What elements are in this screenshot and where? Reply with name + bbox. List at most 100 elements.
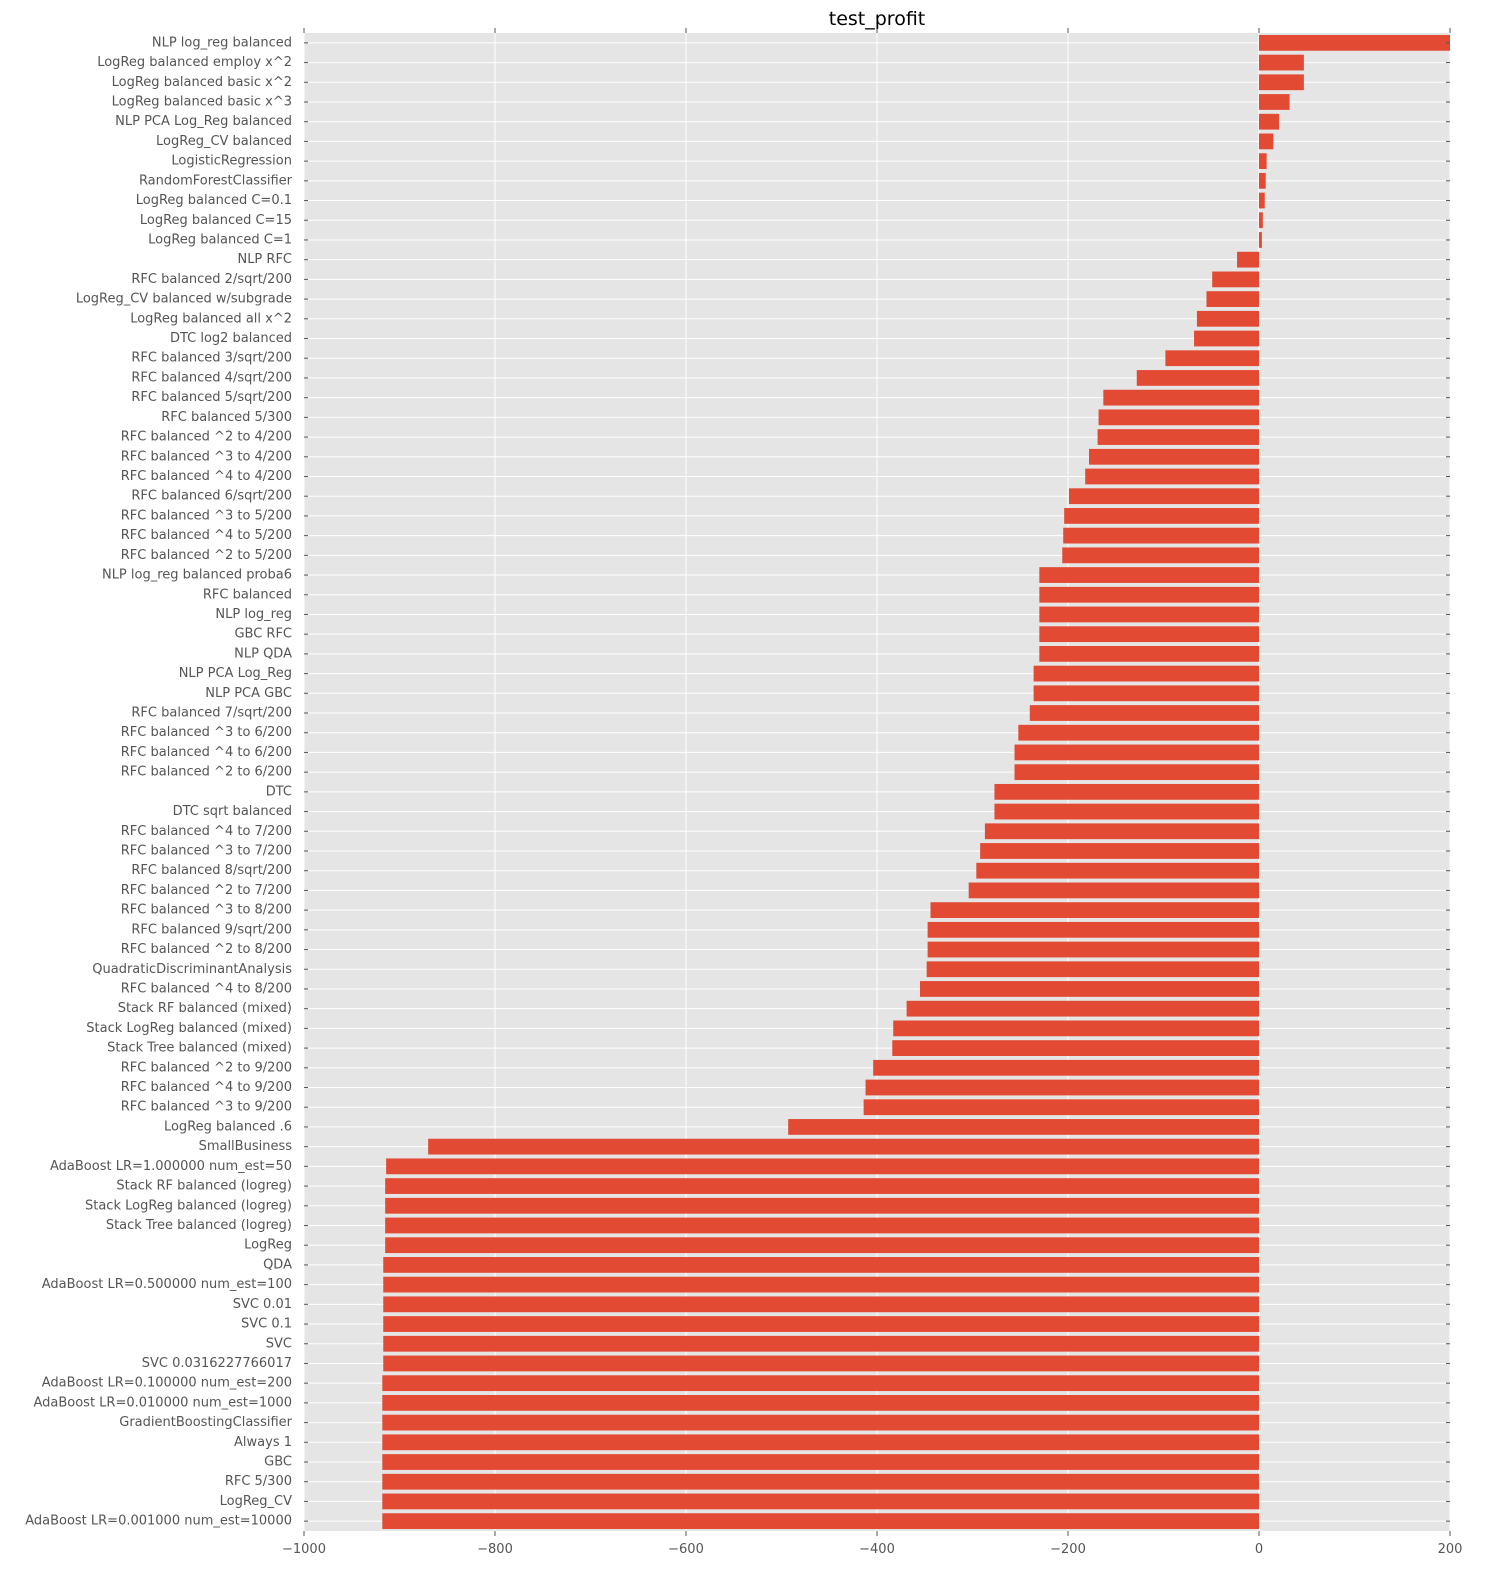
bar bbox=[1097, 429, 1259, 445]
bar bbox=[1259, 133, 1274, 150]
y-tick-label: RFC balanced ^4 to 9/200 bbox=[121, 1080, 292, 1095]
bar bbox=[1039, 645, 1259, 662]
y-tick-label: LogReg_CV balanced w/subgrade bbox=[76, 292, 292, 307]
y-tick-label: GBC RFC bbox=[234, 627, 292, 642]
bar bbox=[1064, 508, 1259, 524]
chart-title: test_profit bbox=[829, 8, 925, 30]
y-tick-label: NLP PCA Log_Reg bbox=[179, 666, 292, 681]
bar bbox=[1196, 310, 1259, 327]
bar bbox=[385, 1217, 1259, 1234]
bar bbox=[919, 981, 1259, 997]
y-tick-label: RFC balanced 6/sqrt/200 bbox=[131, 489, 292, 504]
y-tick-label: RFC balanced ^4 to 8/200 bbox=[121, 981, 292, 996]
y-tick-label: NLP PCA GBC bbox=[205, 686, 292, 701]
y-tick-label: Stack LogReg balanced (mixed) bbox=[86, 1021, 292, 1036]
y-tick-label: AdaBoost LR=0.500000 num_est=100 bbox=[42, 1277, 292, 1292]
bar bbox=[1212, 271, 1259, 288]
y-tick-label: LogReg_CV bbox=[220, 1494, 292, 1509]
bar bbox=[1098, 409, 1259, 426]
y-tick-label: LogReg balanced C=1 bbox=[148, 232, 292, 247]
bar bbox=[1039, 586, 1259, 603]
bar bbox=[1033, 685, 1259, 702]
bar bbox=[1068, 488, 1259, 505]
y-tick-label: LogReg bbox=[244, 1238, 292, 1253]
bar bbox=[926, 961, 1259, 978]
x-tick-label: −200 bbox=[1050, 1542, 1086, 1557]
y-tick-label: RFC balanced ^4 to 7/200 bbox=[121, 824, 292, 839]
bar bbox=[976, 862, 1259, 879]
bar bbox=[1259, 232, 1262, 248]
y-tick-label: DTC log2 balanced bbox=[170, 331, 292, 346]
bar bbox=[382, 1513, 1259, 1530]
bar bbox=[893, 1020, 1259, 1037]
x-tick-label: 200 bbox=[1438, 1542, 1463, 1557]
bar bbox=[994, 803, 1259, 820]
y-tick-label: Stack Tree balanced (logreg) bbox=[106, 1218, 292, 1233]
y-tick-label: LogReg_CV balanced bbox=[156, 134, 292, 149]
bar bbox=[1259, 172, 1266, 189]
x-tick-label: 0 bbox=[1255, 1542, 1263, 1557]
y-tick-label: NLP QDA bbox=[234, 646, 292, 661]
bar bbox=[1165, 350, 1259, 367]
bar bbox=[1259, 54, 1304, 71]
y-tick-label: RFC balanced 9/sqrt/200 bbox=[131, 922, 292, 937]
y-tick-label: Stack Tree balanced (mixed) bbox=[107, 1041, 292, 1056]
y-tick-label: RFC balanced ^3 to 7/200 bbox=[121, 843, 292, 858]
y-tick-label: AdaBoost LR=0.100000 num_est=200 bbox=[42, 1376, 292, 1391]
bar bbox=[1039, 606, 1259, 623]
bar bbox=[383, 1355, 1259, 1372]
y-tick-label: RFC balanced 8/sqrt/200 bbox=[131, 863, 292, 878]
bar bbox=[382, 1375, 1259, 1392]
y-tick-label: Stack RF balanced (mixed) bbox=[118, 1001, 292, 1016]
y-tick-label: RFC balanced ^4 to 5/200 bbox=[121, 528, 292, 543]
bar bbox=[892, 1040, 1259, 1056]
bar bbox=[1206, 291, 1259, 307]
bar bbox=[1259, 113, 1280, 130]
y-tick-label: NLP log_reg balanced bbox=[152, 35, 292, 50]
y-tick-label: NLP log_reg balanced proba6 bbox=[102, 568, 292, 583]
bar bbox=[382, 1434, 1259, 1451]
y-tick-label: RFC balanced 2/sqrt/200 bbox=[131, 272, 292, 287]
bar bbox=[383, 1257, 1259, 1273]
y-tick-label: LogisticRegression bbox=[171, 154, 292, 169]
axes: NLP log_reg balanced LogReg balanced empl… bbox=[25, 28, 1462, 1557]
bar bbox=[1259, 212, 1263, 229]
bar bbox=[1259, 74, 1304, 91]
bar bbox=[980, 843, 1259, 859]
bar bbox=[863, 1099, 1259, 1116]
y-tick-label: RFC balanced ^2 to 4/200 bbox=[121, 430, 292, 445]
y-tick-label: LogReg balanced all x^2 bbox=[130, 311, 292, 326]
y-tick-label: Stack RF balanced (logreg) bbox=[116, 1179, 292, 1194]
bar bbox=[927, 941, 1259, 958]
y-tick-label: Stack LogReg balanced (logreg) bbox=[85, 1198, 292, 1213]
y-tick-label: SVC 0.0316227766017 bbox=[142, 1356, 292, 1371]
y-tick-label: RFC balanced ^3 to 5/200 bbox=[121, 508, 292, 523]
bar bbox=[873, 1059, 1259, 1076]
y-tick-label: RFC balanced ^3 to 9/200 bbox=[121, 1100, 292, 1115]
y-tick-label: Always 1 bbox=[234, 1435, 292, 1450]
y-tick-label: RFC balanced ^2 to 6/200 bbox=[121, 765, 292, 780]
y-tick-label: SVC bbox=[266, 1336, 292, 1351]
y-tick-label: RFC balanced 5/sqrt/200 bbox=[131, 390, 292, 405]
y-tick-label: LogReg balanced basic x^2 bbox=[112, 75, 292, 90]
bar bbox=[383, 1296, 1259, 1313]
bar bbox=[906, 1000, 1259, 1017]
bar bbox=[927, 921, 1259, 938]
y-tick-label: RFC balanced ^2 to 7/200 bbox=[121, 883, 292, 898]
y-tick-label: RFC balanced bbox=[203, 587, 292, 602]
bar bbox=[788, 1119, 1259, 1135]
y-tick-label: GradientBoostingClassifier bbox=[119, 1415, 292, 1430]
y-tick-label: QDA bbox=[263, 1257, 292, 1272]
bar bbox=[1259, 153, 1267, 170]
y-tick-label: RFC balanced ^3 to 4/200 bbox=[121, 449, 292, 464]
bar bbox=[994, 783, 1259, 800]
y-tick-label: RFC balanced ^4 to 4/200 bbox=[121, 469, 292, 484]
bar bbox=[1039, 626, 1259, 643]
bar bbox=[382, 1493, 1259, 1510]
y-tick-label: RFC balanced ^2 to 5/200 bbox=[121, 548, 292, 563]
x-tick-label: −600 bbox=[668, 1542, 704, 1557]
y-tick-label: LogReg balanced C=15 bbox=[140, 213, 292, 228]
bar bbox=[1259, 94, 1290, 110]
bar bbox=[383, 1276, 1259, 1293]
